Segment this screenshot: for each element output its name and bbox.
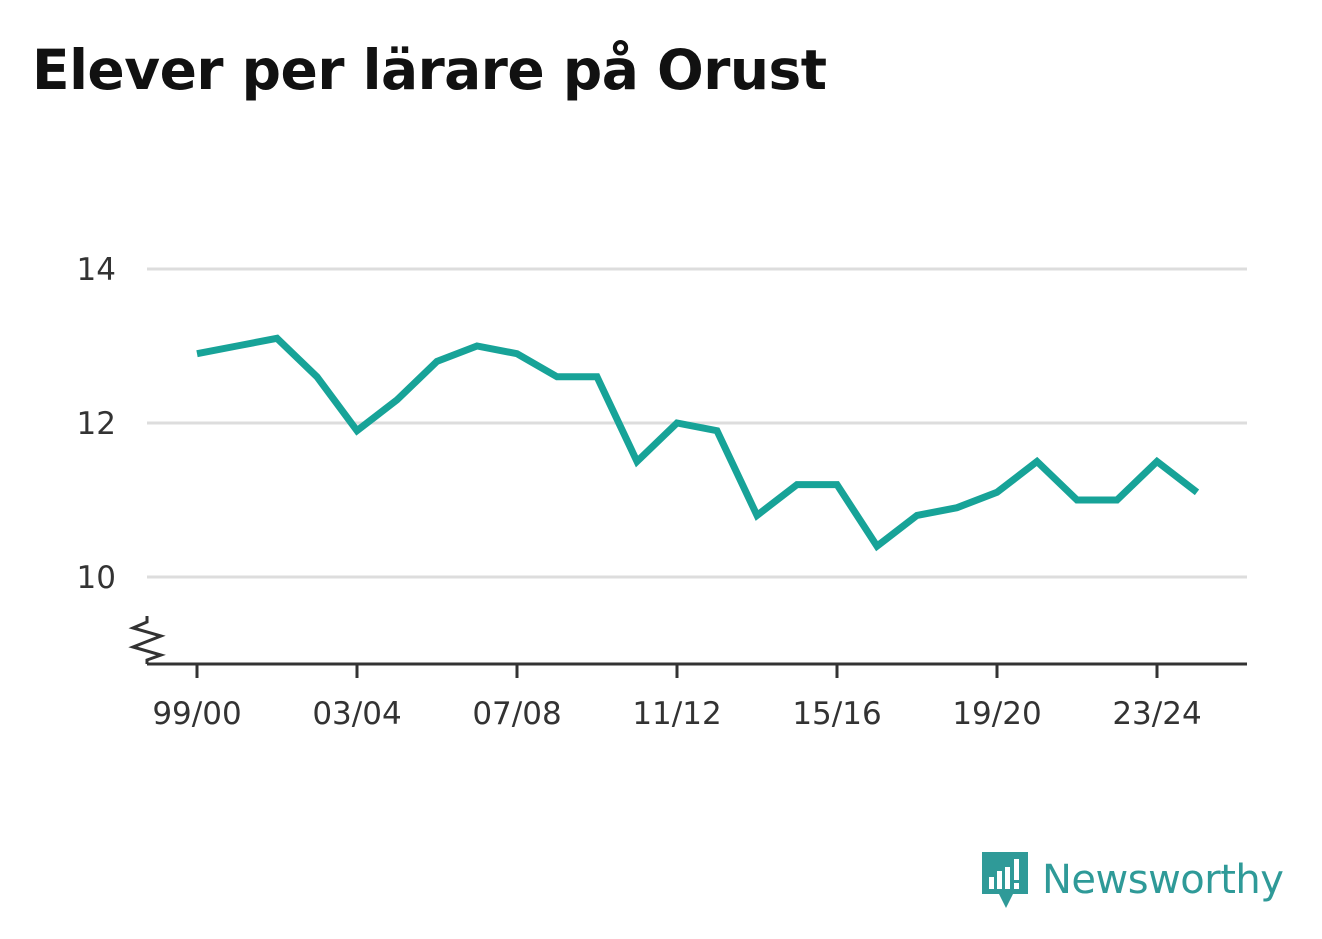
y-tick-label: 12 bbox=[77, 406, 116, 442]
x-tick-label: 15/16 bbox=[792, 696, 881, 732]
x-tick-label: 03/04 bbox=[312, 696, 401, 732]
x-tick-label: 11/12 bbox=[632, 696, 721, 732]
y-tick-label: 10 bbox=[77, 560, 116, 596]
x-tick-label: 99/00 bbox=[152, 696, 241, 732]
y-axis-break-icon bbox=[128, 616, 166, 664]
newsworthy-logo-icon bbox=[982, 852, 1028, 908]
series-line bbox=[196, 334, 1200, 552]
x-axis-labels: 99/00 03/04 07/08 11/12 15/16 19/20 23/24 bbox=[152, 696, 1201, 732]
newsworthy-logo: Newsworthy bbox=[980, 850, 1284, 910]
brand-name: Newsworthy bbox=[1042, 857, 1284, 903]
x-tick-label: 23/24 bbox=[1112, 696, 1201, 732]
chart-title: Elever per lärare på Orust bbox=[32, 38, 827, 102]
series-layer bbox=[196, 334, 1200, 552]
gridlines bbox=[147, 267, 1247, 579]
x-tick-label: 07/08 bbox=[472, 696, 561, 732]
x-tick-label: 19/20 bbox=[952, 696, 1041, 732]
y-tick-label: 14 bbox=[77, 252, 116, 288]
x-axis bbox=[128, 616, 1247, 678]
y-axis-labels: 10 12 14 bbox=[77, 252, 116, 596]
